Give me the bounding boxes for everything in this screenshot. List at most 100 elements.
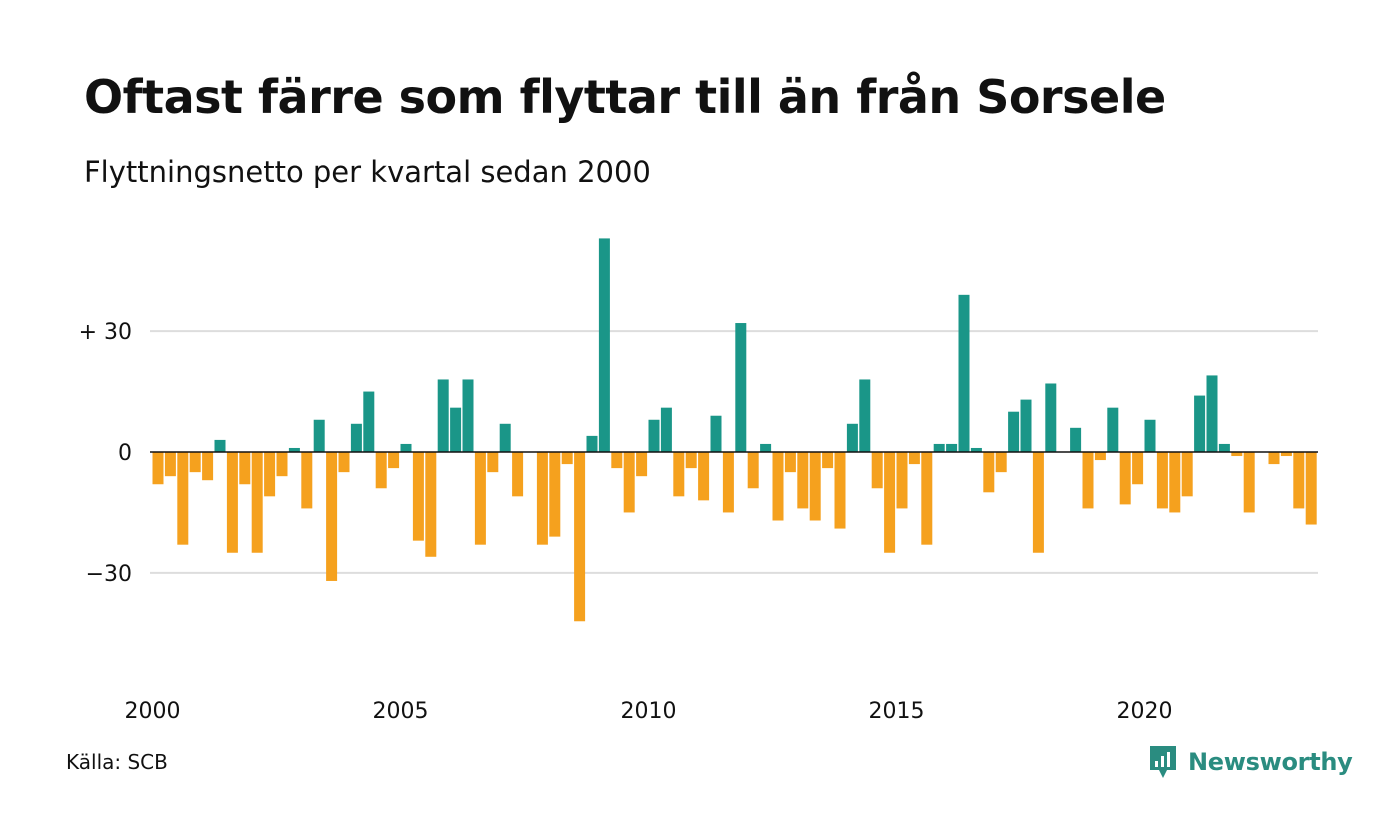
bar <box>239 452 251 485</box>
bar <box>710 415 722 452</box>
bar <box>797 452 809 509</box>
bar <box>264 452 276 497</box>
bar <box>363 391 375 452</box>
bar <box>834 452 846 529</box>
bar <box>1094 452 1106 461</box>
bar <box>1156 452 1168 509</box>
bar <box>152 452 164 485</box>
bar <box>1132 452 1144 485</box>
bar <box>685 452 697 469</box>
bar <box>1070 427 1082 452</box>
bar <box>1280 452 1292 457</box>
x-tick-label: 2005 <box>373 699 429 724</box>
bar <box>1119 452 1131 505</box>
bar <box>1194 395 1206 452</box>
bar <box>970 447 982 452</box>
bar <box>437 379 449 452</box>
bar <box>1008 411 1020 452</box>
bar <box>611 452 623 469</box>
bar <box>189 452 201 473</box>
bar <box>425 452 437 557</box>
bar <box>1144 419 1156 452</box>
bar <box>226 452 238 553</box>
bar <box>549 452 561 537</box>
bar <box>412 452 424 541</box>
bar <box>1243 452 1255 513</box>
x-tick-label: 2010 <box>621 699 677 724</box>
bar <box>1206 375 1218 452</box>
bar <box>958 294 970 452</box>
bar <box>1231 452 1243 457</box>
grid-lines <box>150 330 1318 574</box>
bar <box>276 452 288 477</box>
bar <box>1169 452 1181 513</box>
bar <box>908 452 920 465</box>
newsworthy-logo-icon <box>1150 746 1176 778</box>
x-tick-label: 2000 <box>125 699 181 724</box>
bar <box>450 407 462 452</box>
bar <box>214 439 226 452</box>
bar <box>822 452 834 469</box>
bar <box>388 452 400 469</box>
bar <box>536 452 548 545</box>
bar <box>164 452 176 477</box>
bar <box>859 379 871 452</box>
bar <box>202 452 214 481</box>
bar <box>561 452 573 465</box>
bar <box>1293 452 1305 509</box>
bar <box>574 452 586 622</box>
bar <box>1082 452 1094 509</box>
bar <box>846 423 858 452</box>
y-tick-label: 0 <box>118 441 132 466</box>
bar <box>1218 443 1230 452</box>
bar <box>177 452 189 545</box>
bar <box>747 452 759 489</box>
y-tick-labels: + 30 0 −30 <box>79 320 132 587</box>
bar <box>462 379 474 452</box>
bar <box>871 452 883 489</box>
bar <box>1305 452 1317 525</box>
brand-logo[interactable]: Newsworthy <box>1148 744 1353 780</box>
bar <box>735 323 747 452</box>
bar <box>636 452 648 477</box>
bar <box>1107 407 1119 452</box>
bar <box>1045 383 1057 452</box>
bar <box>1032 452 1044 553</box>
chart-title: Oftast färre som flyttar till än från So… <box>84 70 1166 124</box>
bar <box>623 452 635 513</box>
brand-name: Newsworthy <box>1188 748 1353 776</box>
bar <box>251 452 263 553</box>
bar <box>946 443 958 452</box>
bar <box>474 452 486 545</box>
bar <box>598 238 610 452</box>
bar <box>1268 452 1280 465</box>
y-tick-label: + 30 <box>79 320 132 345</box>
bar <box>722 452 734 513</box>
bar <box>884 452 896 553</box>
x-tick-label: 2020 <box>1117 699 1173 724</box>
bar <box>896 452 908 509</box>
bar <box>350 423 362 452</box>
bar <box>1181 452 1193 497</box>
bar <box>673 452 685 497</box>
x-tick-label: 2015 <box>869 699 925 724</box>
bar <box>921 452 933 545</box>
bar <box>809 452 821 521</box>
bar <box>586 435 598 452</box>
bar <box>784 452 796 473</box>
bar <box>512 452 524 497</box>
bar <box>313 419 325 452</box>
bar <box>933 443 945 452</box>
bar <box>499 423 511 452</box>
bar <box>288 447 300 452</box>
bar <box>983 452 995 493</box>
bar <box>648 419 660 452</box>
bar <box>338 452 350 473</box>
bar <box>660 407 672 452</box>
source-note: Källa: SCB <box>66 750 168 774</box>
bar <box>487 452 499 473</box>
bar <box>301 452 313 509</box>
chart-subtitle: Flyttningsnetto per kvartal sedan 2000 <box>84 155 651 189</box>
bars <box>152 238 1317 622</box>
